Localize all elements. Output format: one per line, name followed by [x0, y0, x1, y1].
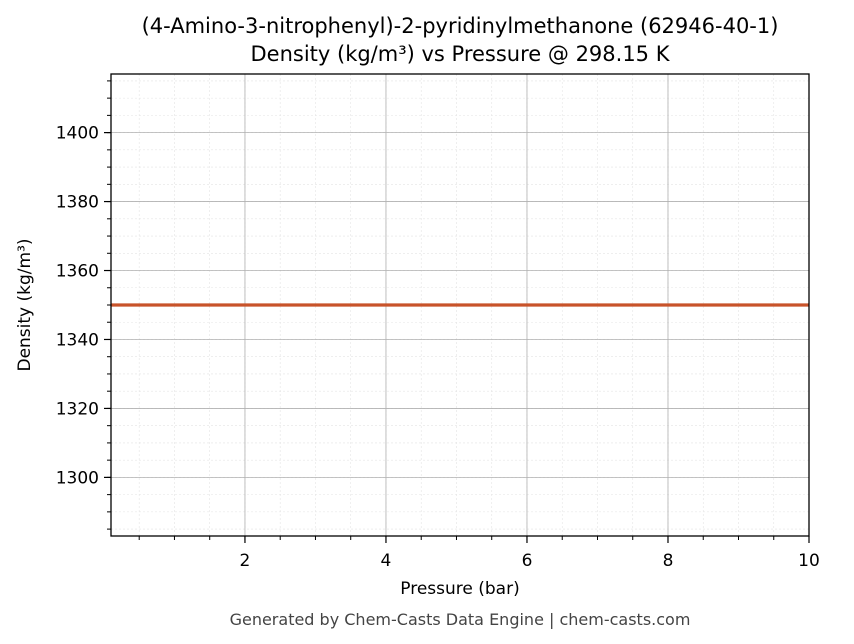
y-tick-label: 1380 [56, 193, 99, 213]
x-tick-label: 10 [798, 551, 820, 571]
x-tick-label: 8 [663, 551, 674, 571]
y-tick-label: 1360 [56, 262, 99, 282]
footer-credit: Generated by Chem-Casts Data Engine | ch… [230, 610, 691, 629]
chart-title: (4-Amino-3-nitrophenyl)-2-pyridinylmetha… [142, 14, 779, 38]
x-tick-label: 4 [381, 551, 392, 571]
y-tick-label: 1320 [56, 399, 99, 419]
x-tick-label: 2 [240, 551, 251, 571]
x-axis-label: Pressure (bar) [400, 579, 519, 599]
y-tick-label: 1340 [56, 330, 99, 350]
chart-subtitle: Density (kg/m³) vs Pressure @ 298.15 K [250, 42, 670, 66]
y-tick-label: 1300 [56, 468, 99, 488]
y-axis-label: Density (kg/m³) [15, 238, 35, 371]
x-tick-label: 6 [522, 551, 533, 571]
tick-labels: 2 4 6 8 10 1300 1320 1340 1360 1380 1400 [56, 124, 820, 571]
y-tick-label: 1400 [56, 124, 99, 144]
axis-ticks [104, 80, 810, 543]
